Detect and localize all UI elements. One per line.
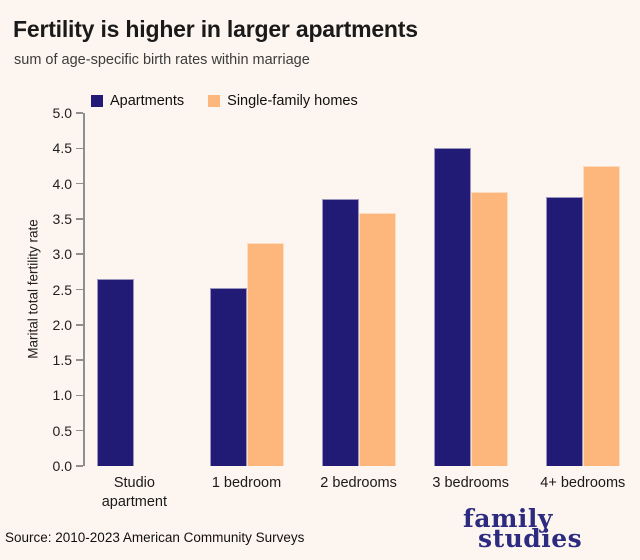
- y-tick-mark: [76, 182, 83, 185]
- y-tick-mark: [76, 429, 83, 432]
- x-axis-category-label: Studio apartment: [101, 475, 168, 510]
- y-tick-mark: [76, 394, 83, 397]
- bar-apartments: [209, 288, 247, 466]
- legend-label: Single-family homes: [227, 93, 358, 109]
- bar-apartments: [97, 278, 135, 466]
- y-tick-mark: [76, 253, 83, 255]
- source-note: Source: 2010-2023 American Community Sur…: [5, 530, 305, 545]
- chart-subtitle: sum of age-specific birth rates within m…: [14, 52, 310, 68]
- bar-apartments: [433, 148, 471, 466]
- legend-swatch-icon: [208, 95, 221, 107]
- y-axis-line: [83, 113, 85, 466]
- chart-title: Fertility is higher in larger apartments: [13, 16, 418, 42]
- bar-single-family-homes: [246, 242, 284, 466]
- y-tick-label: 4.5: [52, 140, 72, 157]
- logo-line-2: studies: [478, 523, 583, 553]
- bar-apartments: [545, 197, 583, 466]
- y-tick-label: 3.5: [52, 210, 72, 227]
- y-tick-label: 4.0: [52, 175, 72, 192]
- bar-single-family-homes: [358, 213, 396, 466]
- y-tick-mark: [76, 324, 83, 326]
- legend-label: Apartments: [110, 93, 185, 109]
- x-axis-category-label: 1 bedroom: [211, 475, 282, 491]
- legend-item-single-family-homes: Single-family homes: [208, 93, 358, 109]
- y-tick-label: 2.5: [52, 281, 72, 298]
- y-tick-label: 1.0: [52, 387, 72, 404]
- x-axis-category-label: 2 bedrooms: [320, 475, 397, 491]
- x-axis-category-label: 4+ bedrooms: [540, 475, 626, 491]
- bar-single-family-homes: [470, 192, 508, 466]
- y-tick-label: 3.0: [52, 246, 72, 263]
- y-tick-label: 2.0: [52, 316, 72, 333]
- y-tick-label: 0.0: [52, 458, 72, 474]
- family-studies-logo: family studies: [463, 504, 583, 553]
- bar-apartments: [321, 199, 359, 466]
- y-tick-mark: [76, 359, 83, 361]
- legend-swatch-icon: [91, 95, 103, 107]
- logo-line-1: family: [463, 504, 553, 533]
- y-tick-label: 1.5: [52, 352, 72, 369]
- x-axis-category-label: 3 bedrooms: [432, 475, 509, 491]
- bar-single-family-homes: [582, 165, 620, 466]
- y-tick-mark: [76, 288, 83, 291]
- legend: Apartments Single-family homes: [91, 93, 358, 109]
- y-tick-label: 0.5: [52, 422, 72, 439]
- y-tick-label: 5.0: [52, 105, 72, 121]
- y-tick-mark: [76, 112, 83, 114]
- y-tick-mark: [76, 218, 83, 220]
- legend-item-apartments: Apartments: [91, 93, 184, 109]
- y-tick-mark: [76, 465, 83, 467]
- y-tick-mark: [76, 147, 83, 150]
